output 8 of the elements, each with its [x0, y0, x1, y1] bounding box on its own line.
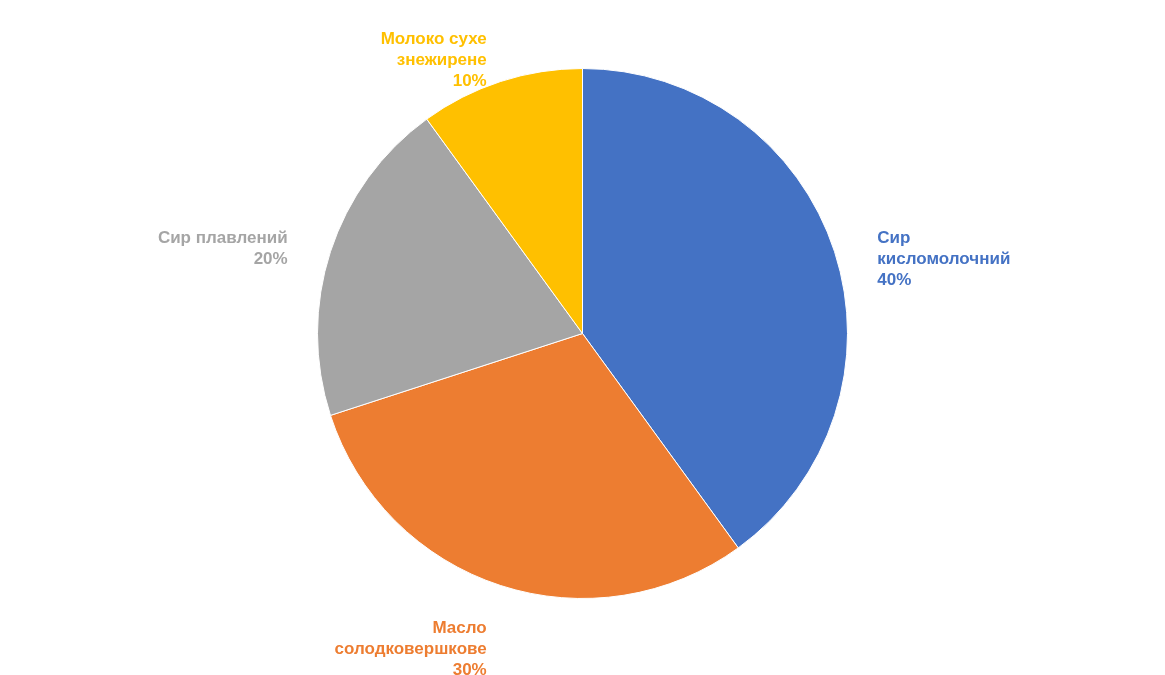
data-label: 30%	[452, 660, 487, 675]
slice-label: Масло солодковершкове	[334, 618, 487, 659]
data-label: 10%	[452, 70, 487, 90]
slice-label: Молоко сухе знежирене	[380, 28, 487, 69]
slice-label: Сир кисломолочний	[877, 227, 1011, 268]
data-label: 20%	[253, 248, 288, 268]
slice-label: Сир плавлений	[157, 227, 288, 247]
data-label: 40%	[877, 269, 912, 289]
